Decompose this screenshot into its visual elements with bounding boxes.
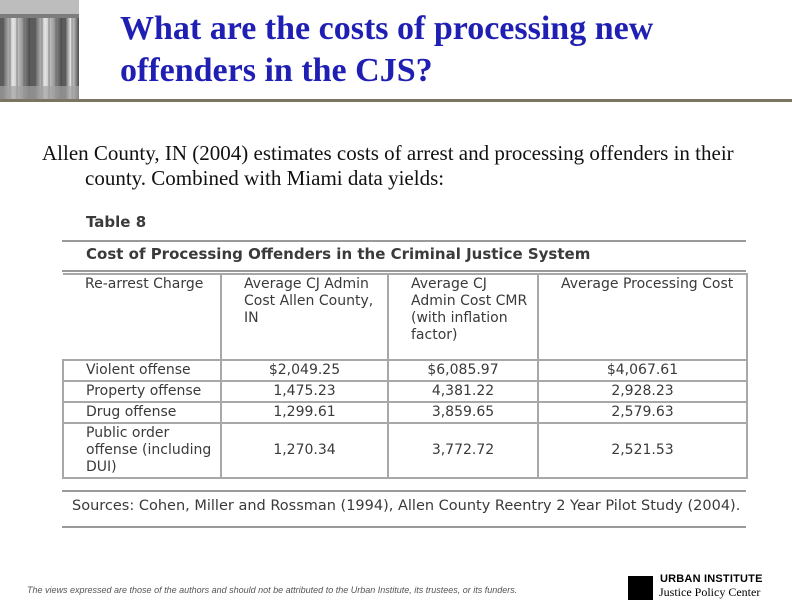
cost-table: Re-arrest Charge Average CJ Admin Cost A… — [62, 273, 748, 479]
columns-image — [0, 0, 79, 100]
table-title: Cost of Processing Offenders in the Crim… — [86, 245, 591, 263]
table-top-rule — [62, 240, 746, 242]
org-name: URBAN INSTITUTE — [660, 573, 763, 585]
header-allen-cost: Average CJ Admin Cost Allen County, IN — [220, 273, 389, 361]
cell-charge: Drug offense — [62, 401, 222, 424]
cell-processing-cost: 2,928.23 — [537, 380, 748, 403]
header-processing-cost: Average Processing Cost — [537, 273, 748, 361]
cell-charge: Violent offense — [62, 359, 222, 382]
table-row: Drug offense 1,299.61 3,859.65 2,579.63 — [62, 401, 748, 424]
cell-cmr-cost: 4,381.22 — [387, 380, 539, 403]
cell-processing-cost: $4,067.61 — [537, 359, 748, 382]
table-header-row: Re-arrest Charge Average CJ Admin Cost A… — [63, 273, 748, 361]
cell-allen-cost: 1,299.61 — [220, 401, 389, 424]
cell-cmr-cost: 3,859.65 — [387, 401, 539, 424]
table-label: Table 8 — [86, 213, 147, 231]
table-row: Violent offense $2,049.25 $6,085.97 $4,0… — [62, 359, 748, 382]
table-row: Public order offense (including DUI) 1,2… — [62, 422, 748, 479]
slide-title: What are the costs of processing new off… — [120, 8, 780, 92]
cell-allen-cost: 1,270.34 — [220, 422, 389, 479]
table-sources: Sources: Cohen, Miller and Rossman (1994… — [72, 498, 741, 514]
cell-charge: Public order offense (including DUI) — [62, 422, 222, 479]
cell-cmr-cost: 3,772.72 — [387, 422, 539, 479]
urban-institute-logo-icon — [628, 576, 653, 600]
slide-title-line-2: offenders in the CJS? — [120, 52, 433, 89]
slide-title-line-1: What are the costs of processing new — [120, 10, 654, 47]
table-bottom-rule — [62, 490, 746, 492]
cell-allen-cost: $2,049.25 — [220, 359, 389, 382]
cell-cmr-cost: $6,085.97 — [387, 359, 539, 382]
cell-processing-cost: 2,579.63 — [537, 401, 748, 424]
header-charge: Re-arrest Charge — [63, 273, 222, 361]
cell-processing-cost: 2,521.53 — [537, 422, 748, 479]
table-row: Property offense 1,475.23 4,381.22 2,928… — [62, 380, 748, 403]
cell-allen-cost: 1,475.23 — [220, 380, 389, 403]
org-center: Justice Policy Center — [659, 585, 761, 599]
table-title-rule — [62, 270, 746, 272]
cell-charge: Property offense — [62, 380, 222, 403]
intro-text: Allen County, IN (2004) estimates costs … — [42, 141, 734, 190]
footer-disclaimer: The views expressed are those of the aut… — [27, 585, 518, 595]
header-rule — [0, 99, 792, 102]
sources-rule — [62, 526, 746, 528]
header-cmr-cost: Average CJ Admin Cost CMR (with inflatio… — [387, 273, 539, 361]
